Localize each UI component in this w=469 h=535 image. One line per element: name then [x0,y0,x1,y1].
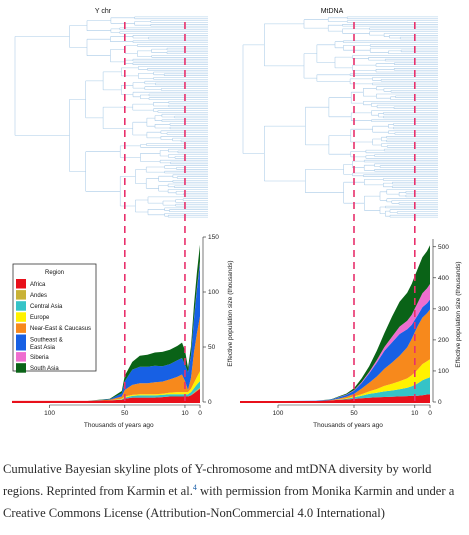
area-near-east-and-caucasus [240,309,430,402]
y-tick-label: 0 [208,399,212,406]
legend-label: Southeast & [30,337,63,343]
area-central-asia [12,381,200,401]
legend-swatch-europe [16,312,26,322]
legend-label: Europe [30,315,50,321]
legend-label: Siberia [30,355,49,361]
legend-label: Andes [30,293,47,299]
y-tick-label: 500 [438,244,449,251]
y-tick-label: 100 [208,289,219,296]
y-tick-label: 100 [438,368,449,375]
legend-label: Africa [30,282,46,288]
figure-caption: Cumulative Bayesian skyline plots of Y-c… [3,458,465,524]
y-axis-label: Effective population size (thousands) [227,260,234,366]
y-tick-label: 300 [438,306,449,313]
x-tick-label: 100 [44,410,55,417]
legend-box [12,263,97,372]
legend-label: Central Asia [30,304,63,310]
panel-title: MtDNA [321,8,344,15]
x-axis-label: Thousands of years ago [84,422,154,429]
phylogenetic-trees [14,16,438,218]
area-southeast-and-east-asia [12,263,200,401]
reference-link[interactable]: 4 [192,482,197,492]
y-tick-label: 0 [438,399,442,406]
legend-swatch-central-asia [16,301,26,311]
legend-swatch-siberia [16,352,26,362]
region-legend: Region Africa Andes Central Asia Europe Near-… [12,263,97,373]
legend-label: Near-East & Caucasus [30,326,91,332]
y-axis-label: Effective population size (thousands) [455,261,462,367]
area-south-asia [240,245,430,402]
tree-branches-0 [14,16,208,218]
panel-title: Y chr [95,8,112,15]
caption-text-continued: with permission from Monika Karmin and u… [3,483,455,520]
legend-title: Region [45,270,64,276]
x-tick-label: 10 [411,410,419,417]
skyline-figure: Y chr 100 50 10 0 Thousands of years ago 0 50 10… [12,8,462,429]
x-tick-label: 50 [350,410,358,417]
x-tick-label: 50 [121,410,129,417]
area-south-asia [12,244,200,401]
area-europe [240,359,430,402]
legend-swatch-africa [16,279,26,289]
y-tick-label: 50 [208,344,216,351]
legend-swatch-near-east-and-caucasus [16,323,26,333]
y-tick-label: 200 [438,337,449,344]
x-tick-label: 0 [428,410,432,417]
legend-swatch-andes [16,290,26,300]
x-tick-label: 10 [181,410,189,417]
legend-swatch-southeast-and-east-asia [16,334,26,351]
area-africa [12,388,200,402]
y-tick-label: 400 [438,275,449,282]
tree-1 [242,16,438,218]
area-africa [240,394,430,402]
legend-label: South Asia [30,366,59,372]
area-central-asia [240,377,430,402]
legend-label: East Asia [30,345,56,351]
x-axis-label: Thousands of years ago [313,422,383,429]
caption-text: Cumulative Bayesian skyline plots of Y-c… [3,461,432,498]
y-tick-label: 150 [208,234,219,241]
x-tick-label: 0 [198,410,202,417]
x-tick-label: 100 [273,410,284,417]
area-southeast-and-east-asia [240,299,430,402]
legend-swatch-south-asia [16,363,26,373]
tree-branches-1 [242,16,438,218]
tree-0 [14,16,208,218]
